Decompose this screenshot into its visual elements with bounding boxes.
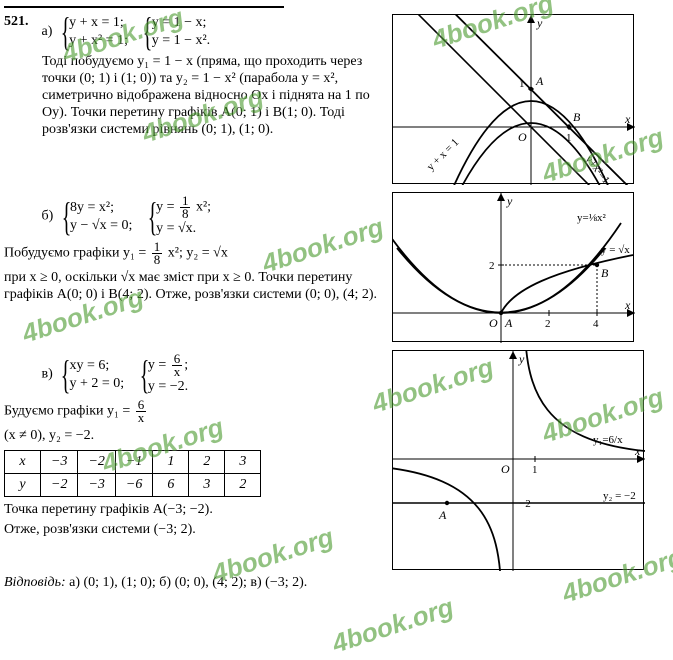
graph-b-y-axis: y: [506, 194, 513, 208]
part-c-text4: Отже, розв'язки системи (−3; 2).: [4, 521, 386, 538]
table-cell: −2: [41, 474, 78, 497]
part-c-system-1: { xy = 6; y + 2 = 0;: [56, 357, 124, 393]
part-a-text: Тоді побудуємо y₁ = 1 − x (пряма, що про…: [42, 53, 386, 138]
sys-b2-line1: y = 18 x²;: [156, 195, 211, 220]
part-c-table: x −3 −2 −1 1 2 3 y −2 −3 −6 6 3 2: [4, 450, 261, 497]
graph-a-tick-y1: 1: [519, 78, 525, 90]
part-c-text2: (x ≠ 0), y₂ = −2.: [4, 427, 386, 444]
part-c-text1: Будуємо графіки y₁ = 6x: [4, 399, 386, 424]
sys-b1-line1: 8y = x²;: [70, 199, 132, 217]
graph-b-label-B: B: [601, 266, 609, 280]
part-b-label: б): [42, 209, 54, 224]
graph-b-tick-x4: 4: [593, 318, 599, 330]
table-cell: y: [5, 474, 41, 497]
graph-b-tick-y2: 2: [489, 260, 495, 272]
graph-a-tick-x1: 1: [566, 132, 572, 144]
graph-a-label-A: A: [535, 74, 544, 88]
part-a-system-2: { y = 1 − x; y = 1 − x².: [138, 14, 210, 50]
graph-c-hyp-label: y₁=6/x: [593, 434, 623, 446]
table-cell: −6: [115, 474, 152, 497]
part-c-system-2: { y = 6x; y = −2.: [135, 353, 189, 396]
answer-text: a) (0; 1), (1; 0); б) (0; 0), (4; 2); в)…: [66, 575, 308, 590]
part-b-system-1: { 8y = x²; y − √x = 0;: [57, 199, 133, 235]
sys-c2-line2: y = −2.: [148, 378, 188, 396]
sys-c1-line1: xy = 6;: [69, 357, 124, 375]
table-cell: −2: [78, 451, 115, 474]
sys-b2-line2: y = √x.: [156, 220, 211, 238]
graph-b-label-A: A: [504, 316, 513, 330]
graph-b-x-axis: x: [624, 298, 631, 312]
part-b-text2: при x ≥ 0, оскільки √x має зміст при x ≥…: [4, 269, 386, 303]
graph-b-sqrt-label: y = √x: [601, 244, 630, 256]
graph-c: A O 1 −2 x y y₁=6/x y₂ = −2: [392, 350, 644, 570]
problem-number: 521.: [4, 14, 38, 30]
graph-c-y-axis: y: [518, 352, 525, 366]
part-c-text3: Точка перетину графіків A(−3; −2).: [4, 501, 386, 518]
table-cell: x: [5, 451, 41, 474]
part-b-system-2: { y = 18 x²; y = √x.: [143, 195, 211, 238]
top-rule: [4, 6, 284, 8]
table-cell: −3: [78, 474, 115, 497]
graph-a-x-axis: x: [624, 112, 631, 126]
graph-b-par-label: y=⅛x²: [577, 212, 606, 224]
part-a-label: a): [42, 24, 53, 39]
graph-a-label-O: O: [518, 130, 527, 144]
sys-c2-line1: y = 6x;: [148, 353, 188, 378]
table-cell: 3: [225, 451, 261, 474]
graph-b: A B O 2 2 4 x y y = √x y=⅛x²: [392, 192, 634, 342]
graph-a-line-label: y + x = 1: [425, 136, 462, 173]
table-cell: −3: [41, 451, 78, 474]
watermark-icon: 4book.org: [328, 591, 457, 659]
graph-c-tick-ym2: −2: [519, 498, 531, 510]
part-c-label: в): [42, 367, 53, 382]
graph-b-tick-x2: 2: [545, 318, 551, 330]
sys-c1-line2: y + 2 = 0;: [69, 375, 124, 393]
part-a-system-1: { y + x = 1; y + x² = 1;: [56, 14, 128, 50]
table-cell: −1: [115, 451, 152, 474]
graph-b-label-O: O: [489, 316, 498, 330]
sys-a1-line2: y + x² = 1;: [69, 32, 128, 50]
graph-c-line-label: y₂ = −2: [603, 490, 636, 502]
table-cell: 1: [153, 451, 189, 474]
table-row: x −3 −2 −1 1 2 3: [5, 451, 261, 474]
sys-a2-line1: y = 1 − x;: [152, 14, 211, 32]
part-b-text1: Побудуємо графіки y₁ = 18 x²; y₂ = √x: [4, 241, 386, 266]
table-cell: 2: [225, 474, 261, 497]
graph-a: A B O 1 1 x y y + x = 1 y+x²=1: [392, 14, 634, 184]
sys-a2-line2: y = 1 − x².: [152, 32, 211, 50]
graph-a-y-axis: y: [536, 16, 543, 30]
sys-b1-line2: y − √x = 0;: [70, 217, 132, 235]
answer-line: Відповідь: a) (0; 1), (1; 0); б) (0; 0),…: [4, 574, 669, 591]
graph-c-x-axis: x: [634, 444, 641, 458]
sys-a1-line1: y + x = 1;: [69, 14, 128, 32]
graph-c-label-O: O: [501, 462, 510, 476]
graph-c-tick-x1: 1: [532, 464, 538, 476]
answer-label: Відповідь:: [4, 575, 66, 590]
table-cell: 3: [189, 474, 225, 497]
graph-c-label-A: A: [438, 508, 447, 522]
table-cell: 6: [153, 474, 189, 497]
graph-a-label-B: B: [573, 110, 581, 124]
table-cell: 2: [189, 451, 225, 474]
table-row: y −2 −3 −6 6 3 2: [5, 474, 261, 497]
